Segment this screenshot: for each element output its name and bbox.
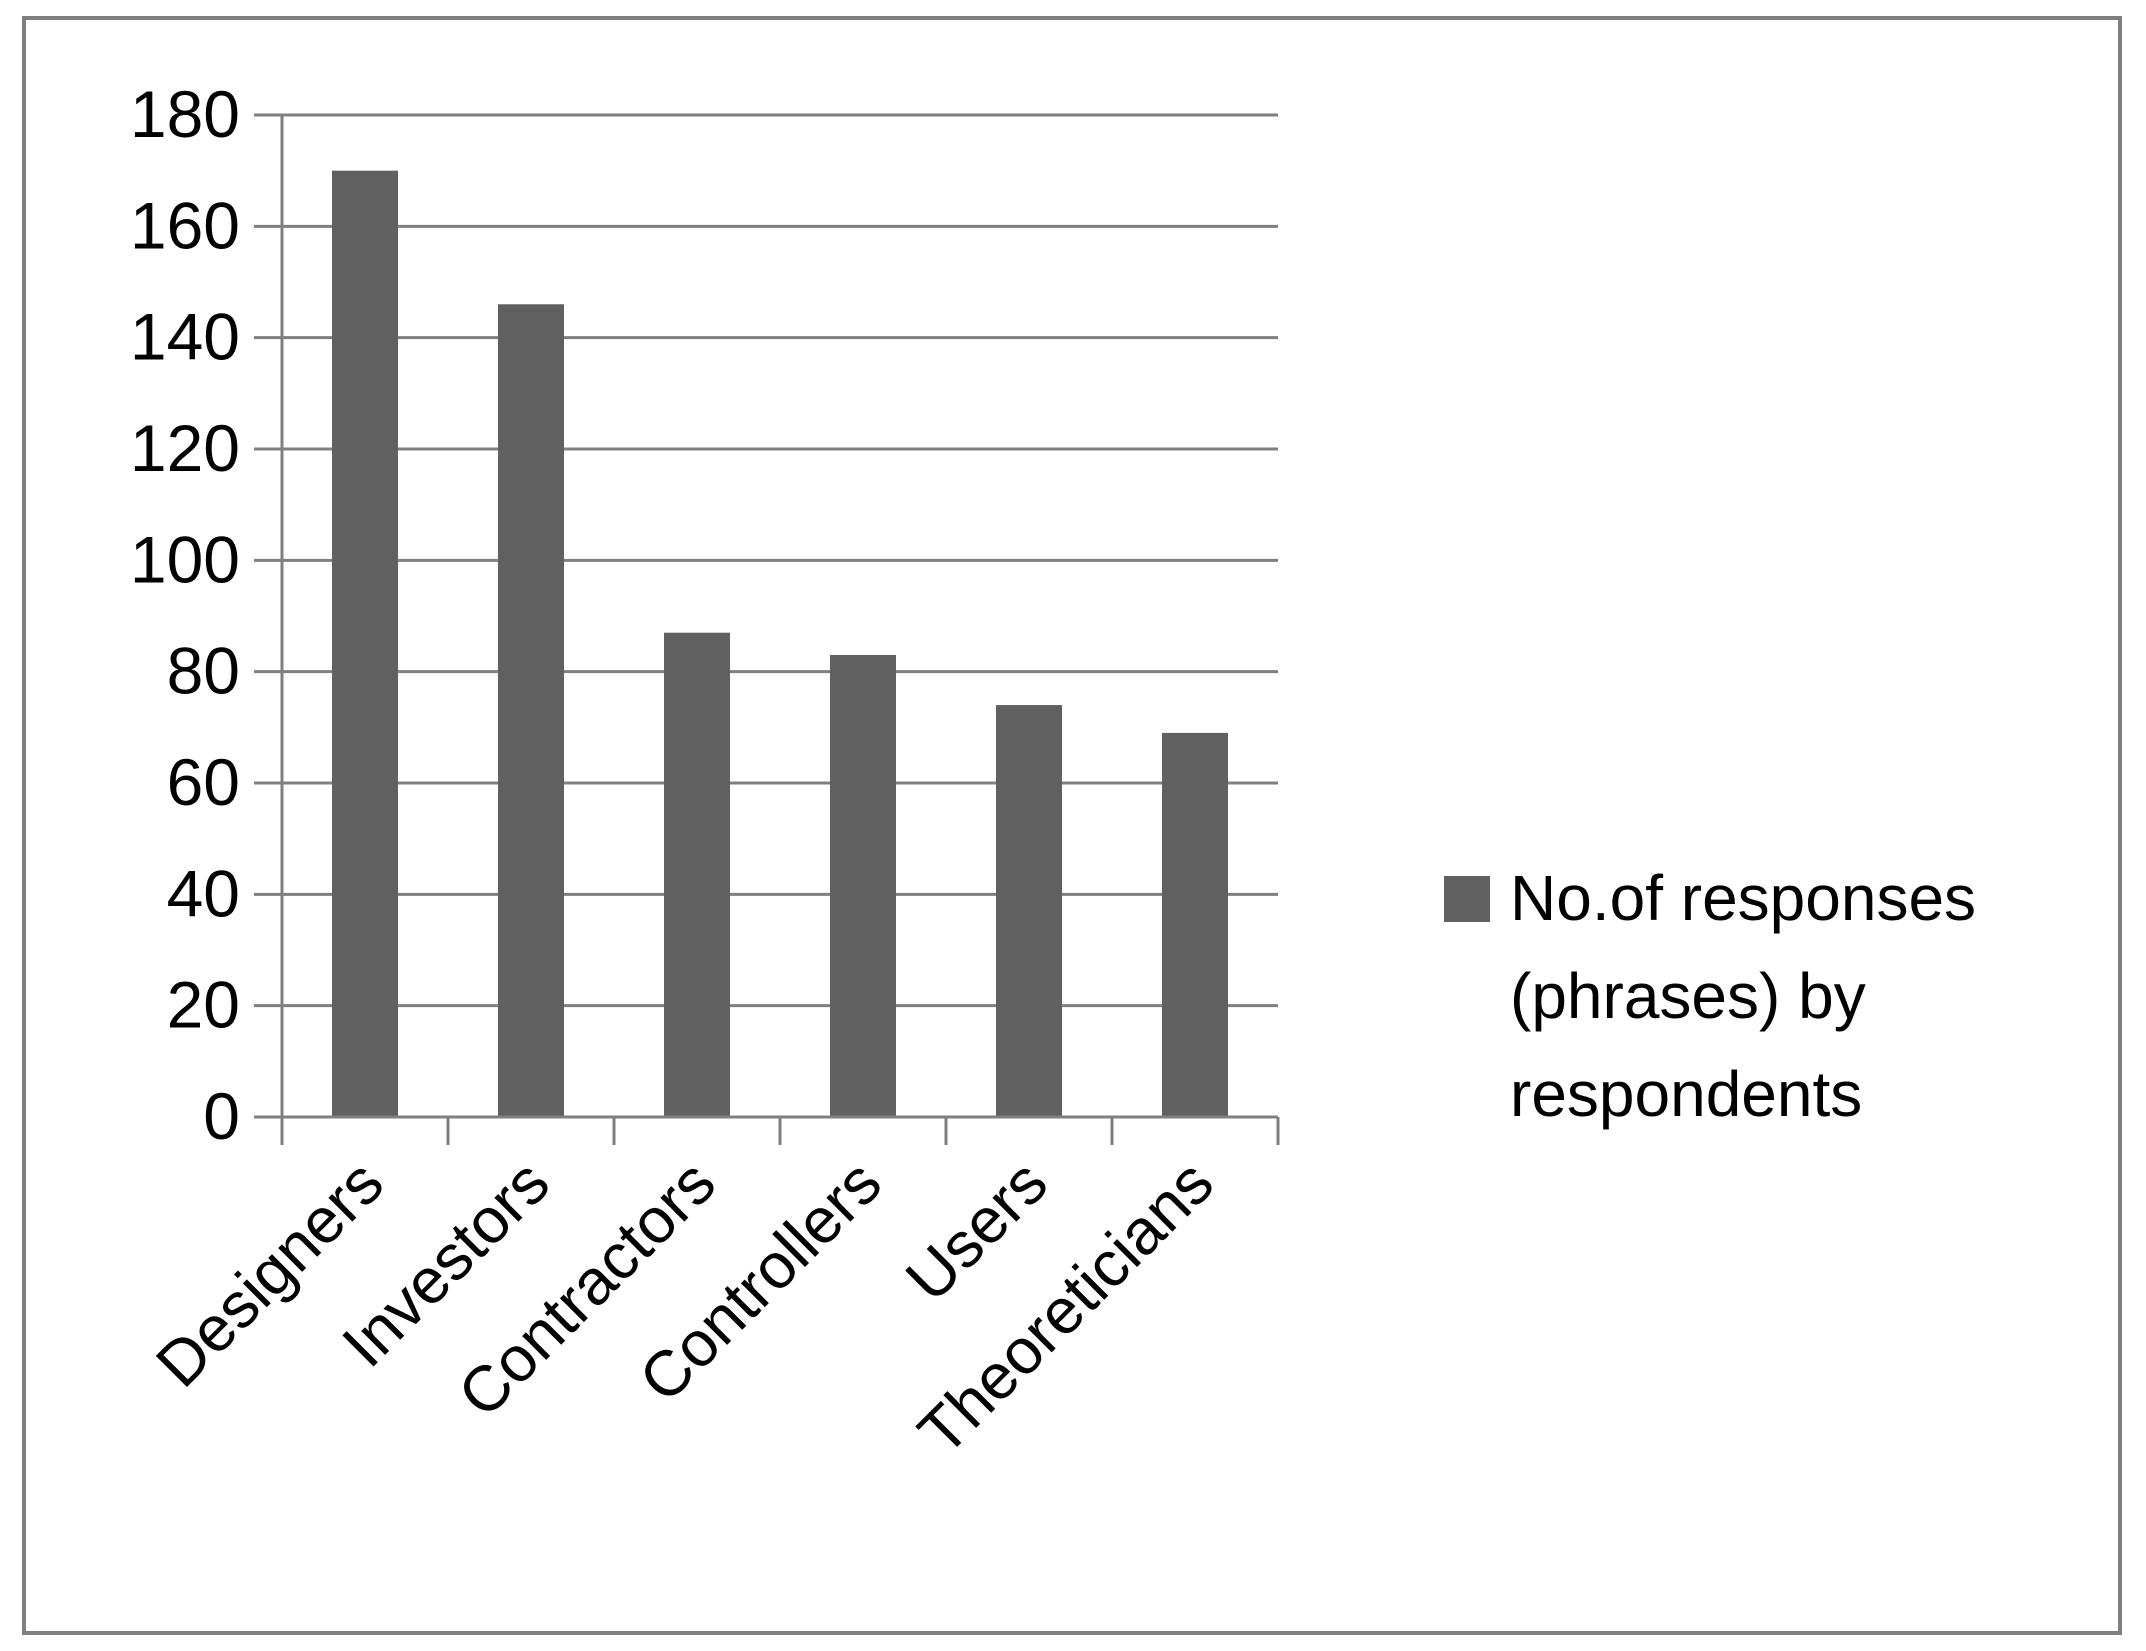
legend-label: No.of responses xyxy=(1510,862,1976,934)
y-tick-label: 60 xyxy=(167,745,240,819)
legend-swatch xyxy=(1444,876,1490,922)
y-tick-label: 160 xyxy=(130,188,240,262)
y-tick-label: 40 xyxy=(167,856,240,930)
bar-investors xyxy=(498,304,564,1117)
y-tick-label: 80 xyxy=(167,634,240,708)
bar-designers xyxy=(332,170,398,1117)
axes xyxy=(254,113,1280,1145)
y-tick-label: 180 xyxy=(130,77,240,151)
bars xyxy=(332,170,1228,1117)
bar-contractors xyxy=(664,632,730,1117)
y-tick-label: 0 xyxy=(203,1079,240,1153)
gridlines xyxy=(282,113,1278,1008)
y-tick-labels: 0 20 40 60 80 100 120 140 160 180 xyxy=(130,77,240,1153)
bar-users xyxy=(996,705,1062,1117)
y-tick-label: 100 xyxy=(130,522,240,596)
bar-theoreticians xyxy=(1162,732,1228,1117)
legend-label: (phrases) by xyxy=(1510,960,1866,1032)
legend: No.of responses (phrases) by respondents xyxy=(1444,862,1976,1130)
y-tick-label: 140 xyxy=(130,300,240,374)
y-tick-label: 20 xyxy=(167,968,240,1042)
y-tick-label: 120 xyxy=(130,411,240,485)
legend-label: respondents xyxy=(1510,1058,1862,1130)
bar-controllers xyxy=(830,654,896,1117)
